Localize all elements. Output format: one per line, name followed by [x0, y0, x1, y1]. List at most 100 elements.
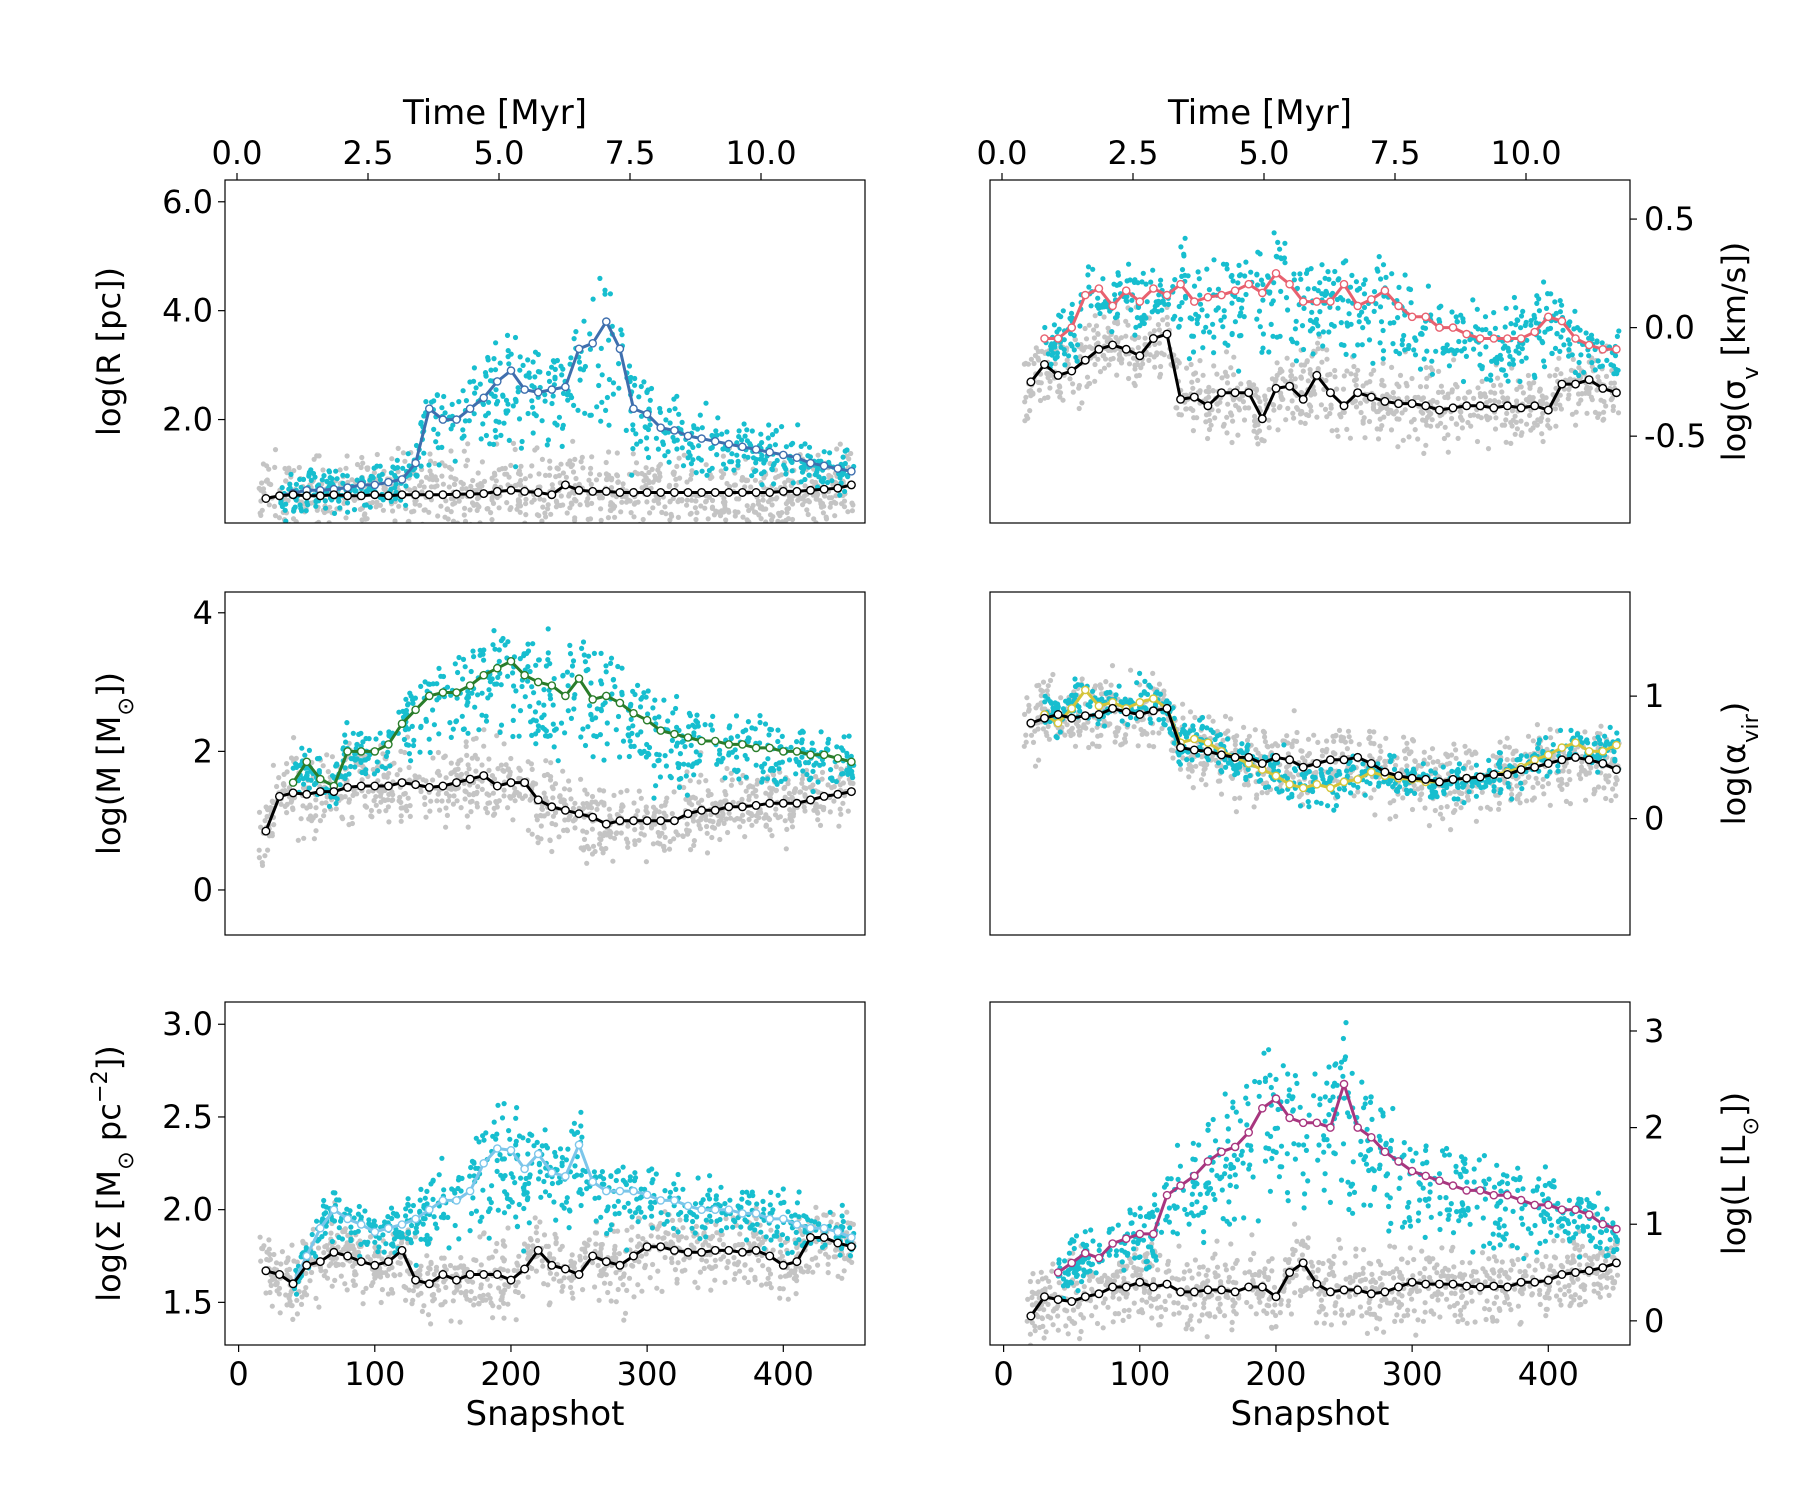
cyan-point: [602, 287, 608, 293]
gray-point: [542, 510, 548, 516]
cyan-point: [305, 776, 311, 782]
gray-point: [750, 784, 756, 790]
gray-point: [834, 446, 840, 452]
gray-point: [1235, 432, 1241, 438]
cyan-point: [1511, 294, 1517, 301]
gray-point: [1445, 449, 1451, 455]
cyan-point: [471, 654, 477, 660]
gray-point: [715, 813, 721, 819]
gray-point: [573, 475, 579, 482]
gray-point: [588, 481, 594, 487]
cyan-point: [573, 329, 579, 335]
gray-point: [386, 819, 392, 825]
cyan-point: [741, 453, 747, 459]
median-marker: [833, 483, 843, 493]
cyan-point: [465, 688, 471, 695]
gray-point: [484, 810, 490, 816]
cyan-point: [1211, 257, 1217, 263]
cyan-point: [1328, 321, 1335, 328]
gray-point: [1023, 394, 1029, 400]
gray-point: [611, 792, 617, 799]
cyan-point: [609, 323, 615, 329]
gray-point: [773, 496, 779, 502]
cyan-point: [530, 404, 536, 410]
cyan-point: [644, 435, 650, 441]
gray-point: [576, 481, 582, 487]
cyan-point: [693, 470, 699, 476]
cyan-point: [1292, 326, 1298, 332]
gray-point: [1353, 376, 1359, 382]
gray-point: [1324, 347, 1330, 353]
cyan-point: [668, 775, 674, 781]
cyan-point: [1052, 344, 1058, 350]
cyan-point: [580, 726, 586, 732]
cyan-point: [1325, 269, 1331, 275]
gray-point: [435, 791, 441, 797]
cyan-point: [1532, 315, 1538, 321]
cyan-point: [352, 764, 358, 770]
gray-point: [282, 788, 288, 794]
cyan-point: [673, 743, 680, 749]
gray-point: [1298, 374, 1304, 380]
cyan-point: [1484, 376, 1490, 382]
cyan-point: [1190, 349, 1197, 355]
cyan-point: [1597, 364, 1603, 370]
median-marker: [329, 787, 339, 797]
cyan-point: [1277, 333, 1283, 339]
gray-point: [479, 459, 485, 465]
cyan-point: [663, 763, 670, 769]
gray-point: [636, 788, 642, 794]
series-marker: [1081, 290, 1090, 300]
cyan-point: [571, 695, 577, 701]
gray-point: [1076, 382, 1082, 389]
gray-point: [276, 534, 281, 539]
gray-point: [1545, 422, 1551, 429]
gray-point: [711, 512, 718, 518]
cyan-point: [613, 727, 619, 733]
gray-point: [1047, 378, 1053, 384]
cyan-point: [1254, 282, 1261, 288]
cyan-point: [430, 707, 436, 713]
cyan-point: [590, 754, 596, 760]
series-marker: [438, 415, 448, 424]
gray-point: [635, 808, 641, 814]
median-marker: [588, 486, 598, 496]
cyan-point: [643, 754, 650, 760]
cyan-point: [581, 318, 587, 324]
cyan-point: [1557, 298, 1563, 304]
gray-point: [785, 505, 792, 512]
cyan-point: [776, 760, 782, 766]
gray-point: [725, 829, 731, 836]
cyan-point: [802, 476, 808, 483]
gray-point: [689, 497, 695, 503]
cyan-point: [764, 776, 771, 782]
gray-point: [1076, 405, 1082, 412]
gray-point: [724, 765, 730, 772]
gray-point: [785, 516, 792, 522]
cyan-point: [1534, 293, 1540, 299]
cyan-point: [456, 399, 462, 405]
gray-point: [1569, 411, 1575, 417]
gray-point: [387, 527, 392, 532]
cyan-point: [485, 410, 491, 416]
cyan-point: [685, 455, 691, 461]
cyan-point: [672, 406, 678, 412]
gray-point: [1188, 406, 1194, 412]
gray-point: [397, 767, 403, 773]
gray-point: [446, 523, 451, 528]
cyan-point: [412, 695, 418, 701]
gray-point: [1351, 363, 1357, 370]
gray-point: [462, 518, 469, 523]
cyan-point: [823, 746, 830, 752]
gray-point: [565, 817, 572, 823]
cyan-point: [1068, 310, 1075, 316]
cyan-point: [810, 768, 816, 775]
gray-point: [1445, 395, 1451, 401]
gray-point: [525, 523, 530, 528]
cyan-point: [1300, 346, 1307, 353]
gray-point: [319, 800, 325, 806]
gray-point: [349, 820, 355, 827]
series-marker: [1190, 297, 1199, 306]
cyan-point: [599, 681, 605, 687]
cyan-point: [468, 668, 474, 675]
